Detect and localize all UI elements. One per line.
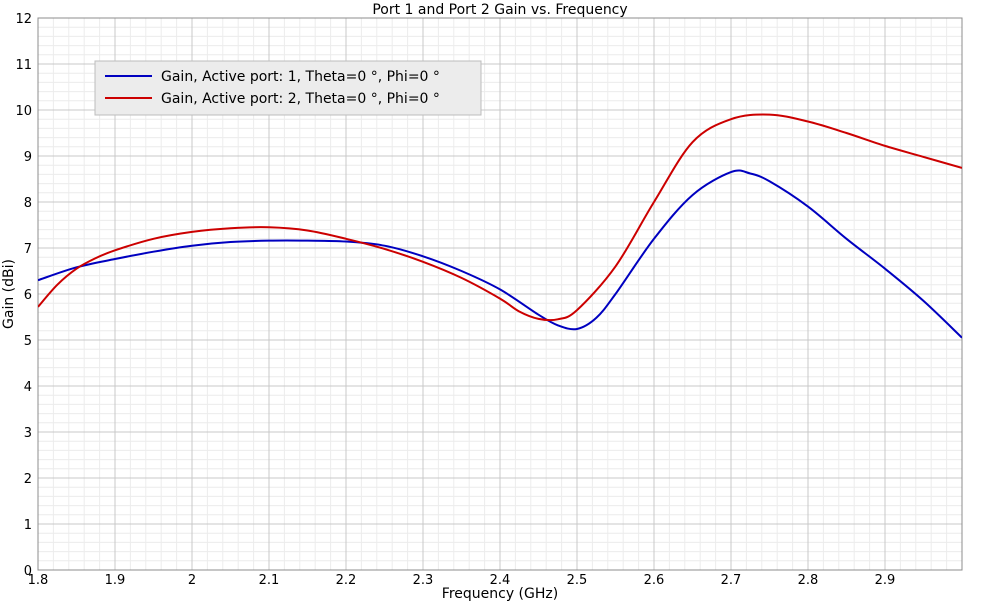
series-layer xyxy=(38,113,962,339)
x-tick-label: 2.2 xyxy=(336,573,357,588)
x-tick-label: 2.8 xyxy=(798,573,819,588)
y-tick-label: 9 xyxy=(24,150,32,165)
legend: Gain, Active port: 1, Theta=0 °, Phi=0 °… xyxy=(94,60,482,116)
y-tick-label: 3 xyxy=(24,426,32,441)
x-tick-label: 2.1 xyxy=(259,573,280,588)
x-tick-label: 1.9 xyxy=(105,573,126,588)
x-tick-label: 2.7 xyxy=(721,573,742,588)
x-tick-label: 2.6 xyxy=(644,573,665,588)
y-axis-title: Gain (dBi) xyxy=(1,259,17,329)
y-tick-label: 5 xyxy=(24,334,32,349)
y-tick-label: 2 xyxy=(24,472,32,487)
legend-label-port-2: Gain, Active port: 2, Theta=0 °, Phi=0 ° xyxy=(161,91,440,107)
plot-frame xyxy=(37,17,963,571)
series-line-port-1 xyxy=(38,169,962,339)
legend-label-port-1: Gain, Active port: 1, Theta=0 °, Phi=0 ° xyxy=(161,69,440,85)
chart-title: Port 1 and Port 2 Gain vs. Frequency xyxy=(372,2,627,18)
y-tick-label: 8 xyxy=(24,196,32,211)
y-tick-label: 11 xyxy=(15,58,32,73)
y-tick-label: 7 xyxy=(24,242,32,257)
y-tick-label: 1 xyxy=(24,518,32,533)
y-tick-label: 4 xyxy=(24,380,32,395)
y-tick-label: 12 xyxy=(15,12,32,27)
y-tick-label: 6 xyxy=(24,288,32,303)
series-line-port-2 xyxy=(38,113,962,322)
y-tick-label: 10 xyxy=(15,104,32,119)
x-tick-label: 2.4 xyxy=(490,573,511,588)
x-tick-label: 1.8 xyxy=(28,573,49,588)
x-tick-label: 2.3 xyxy=(413,573,434,588)
y-tick-label: 0 xyxy=(24,564,32,579)
x-tick-label: 2.5 xyxy=(567,573,588,588)
x-tick-label: 2 xyxy=(188,573,196,588)
legend-box xyxy=(94,60,482,116)
x-axis-title: Frequency (GHz) xyxy=(442,586,558,602)
x-tick-label: 2.9 xyxy=(875,573,896,588)
x-axis-ticks: 1.8 1.9 2 2.1 2.2 2.3 2.4 2.5 2.6 2.7 2.8 2.9 xyxy=(28,573,896,588)
